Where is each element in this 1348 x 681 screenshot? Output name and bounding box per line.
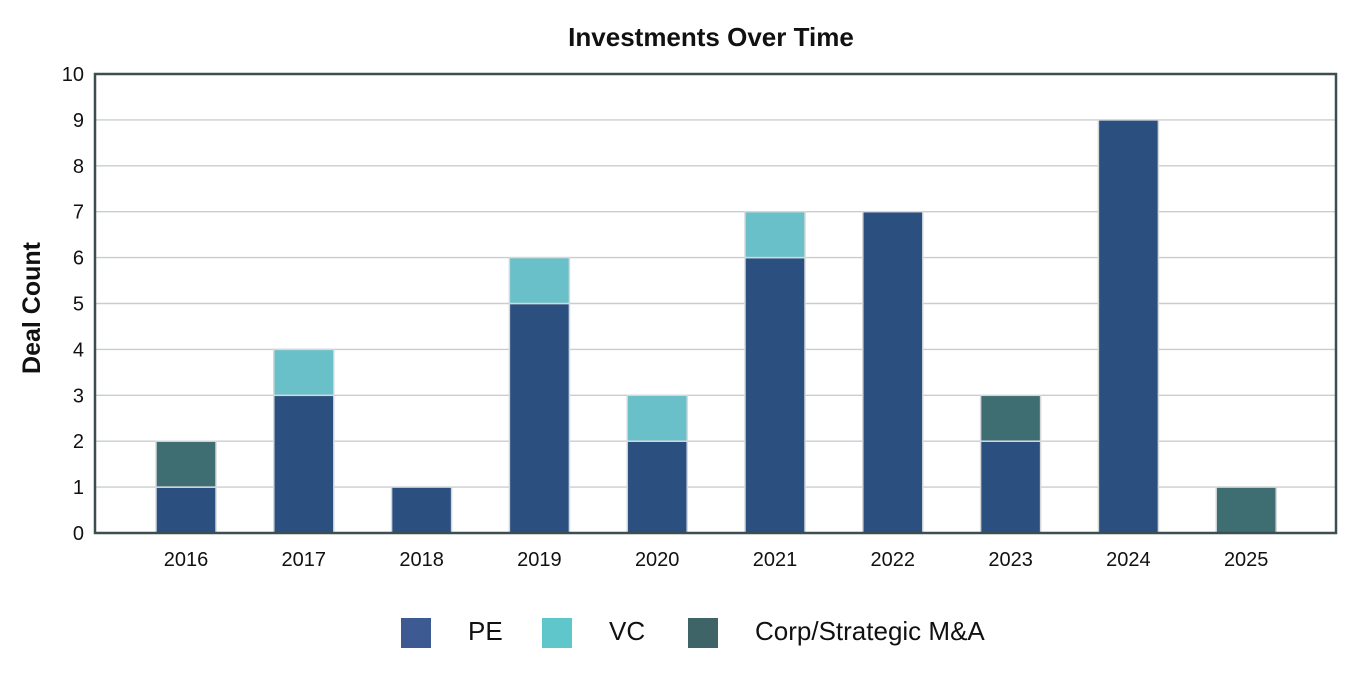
bar-segment — [744, 210, 806, 259]
x-tick-label: 2019 — [517, 549, 562, 571]
bar-segment — [273, 348, 335, 397]
legend-swatch — [401, 618, 431, 648]
bar-segment — [390, 486, 453, 534]
legend: PE VC Corp/Strategic M&A — [401, 616, 985, 648]
y-tick-label: 8 — [73, 156, 84, 178]
plot-frame-layer — [93, 72, 1338, 535]
bar-segment — [155, 486, 217, 534]
legend-swatch — [542, 618, 572, 648]
y-tick-label: 0 — [73, 523, 84, 545]
y-tick-label: 7 — [73, 202, 84, 224]
y-tick-label: 10 — [62, 64, 84, 86]
x-tick-label: 2025 — [1224, 549, 1269, 571]
y-tick-label: 1 — [73, 477, 84, 499]
bar-segment — [626, 394, 688, 442]
x-tick-label: 2024 — [1106, 549, 1151, 571]
x-tick-label: 2018 — [399, 549, 444, 571]
legend-label: Corp/Strategic M&A — [755, 616, 985, 646]
bar-segment — [273, 394, 335, 534]
bar-segment — [508, 256, 571, 305]
bar-segment — [626, 440, 688, 534]
bar-segment — [155, 440, 217, 488]
bars-layer — [155, 119, 1277, 534]
x-tick-label: 2020 — [635, 549, 680, 571]
tick-labels-layer: 0 1 2 3 4 5 6 7 8 9 10 2016 2017 2018 2019 2020 2021 2022… — [62, 64, 1269, 571]
bar-segment — [979, 440, 1042, 534]
bar-segment — [1215, 486, 1277, 534]
y-tick-label: 9 — [73, 110, 84, 132]
bar-segment — [1097, 119, 1160, 534]
x-tick-label: 2022 — [871, 549, 916, 571]
y-tick-label: 5 — [73, 294, 84, 316]
x-tick-label: 2016 — [164, 549, 209, 571]
y-tick-label: 2 — [73, 431, 84, 453]
y-tick-label: 6 — [73, 248, 84, 270]
legend-label: VC — [609, 616, 645, 646]
bar-segment — [508, 302, 571, 534]
y-axis-label: Deal Count — [18, 241, 46, 374]
y-tick-label: 3 — [73, 385, 84, 407]
bar-segment — [744, 256, 806, 534]
x-tick-label: 2023 — [988, 549, 1033, 571]
bar-segment — [979, 394, 1042, 442]
legend-swatch — [688, 618, 718, 648]
legend-label: PE — [468, 616, 503, 646]
x-tick-label: 2021 — [753, 549, 798, 571]
x-tick-label: 2017 — [282, 549, 327, 571]
y-tick-label: 4 — [73, 339, 84, 361]
plot-frame — [93, 72, 1338, 535]
bar-segment — [862, 210, 924, 534]
chart-title: Investments Over Time — [568, 22, 854, 52]
